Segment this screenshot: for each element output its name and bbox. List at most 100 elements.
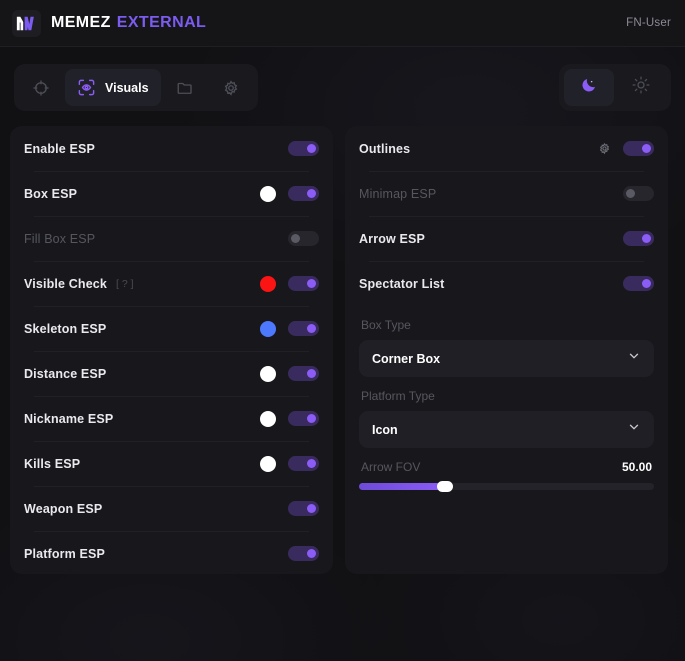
row-controls xyxy=(260,275,319,292)
theme-light-button[interactable] xyxy=(616,69,666,106)
setting-label: Skeleton ESP xyxy=(24,321,107,336)
eye-scan-icon xyxy=(77,78,96,97)
row-controls xyxy=(598,141,654,156)
box-type-label: Box Type xyxy=(361,318,411,332)
row-controls xyxy=(288,141,319,156)
setting-label: Minimap ESP xyxy=(359,186,437,201)
toggle-knob xyxy=(307,459,316,468)
toggle-knob xyxy=(642,279,651,288)
toggle-switch[interactable] xyxy=(288,276,319,291)
setting-label: Nickname ESP xyxy=(24,411,114,426)
visuals-right-panel: Outlines Minimap ESP Arrow ESP Spectator Li… xyxy=(345,126,668,574)
row-controls xyxy=(623,231,654,246)
platform-type-label: Platform Type xyxy=(361,389,435,403)
toggle-switch[interactable] xyxy=(288,231,319,246)
app-header: MEMEZ EXTERNAL FN-User xyxy=(0,0,685,47)
setting-row: Spectator List xyxy=(359,261,654,306)
setting-row: Fill Box ESP xyxy=(24,216,319,261)
toggle-switch[interactable] xyxy=(623,141,654,156)
setting-label: Spectator List xyxy=(359,276,445,291)
arrow-fov-fill xyxy=(359,483,445,490)
toggle-switch[interactable] xyxy=(288,141,319,156)
crosshair-icon xyxy=(32,79,50,97)
tab-visuals-label: Visuals xyxy=(105,80,149,95)
toggle-switch[interactable] xyxy=(288,186,319,201)
row-controls xyxy=(260,320,319,337)
toggle-switch[interactable] xyxy=(623,276,654,291)
box-type-value: Corner Box xyxy=(372,351,441,366)
row-controls xyxy=(288,546,319,561)
platform-type-select[interactable]: Icon xyxy=(359,411,654,448)
setting-label: Kills ESP xyxy=(24,456,81,471)
gear-icon xyxy=(222,79,240,97)
arrow-fov-value: 50.00 xyxy=(621,460,652,474)
toggle-knob xyxy=(626,189,635,198)
box-type-select[interactable]: Corner Box xyxy=(359,340,654,377)
setting-row: Minimap ESP xyxy=(359,171,654,216)
folder-icon xyxy=(176,79,194,97)
setting-label: Box ESP xyxy=(24,186,78,201)
color-swatch[interactable] xyxy=(260,185,276,202)
setting-label: Outlines xyxy=(359,141,411,156)
toggle-switch[interactable] xyxy=(623,186,654,201)
row-controls xyxy=(623,186,654,201)
row-controls xyxy=(260,410,319,427)
moon-icon xyxy=(580,76,598,99)
arrow-fov-slider[interactable] xyxy=(359,481,654,492)
tab-visuals[interactable]: Visuals xyxy=(65,69,161,106)
gear-icon[interactable] xyxy=(598,142,611,155)
toggle-knob xyxy=(307,504,316,513)
color-swatch[interactable] xyxy=(260,410,276,427)
setting-row: Arrow ESP xyxy=(359,216,654,261)
toggle-knob xyxy=(307,144,316,153)
setting-row: Skeleton ESP xyxy=(24,306,319,351)
setting-label: Visible Check xyxy=(24,276,108,291)
setting-row: Box ESP xyxy=(24,171,319,216)
main-tabs: Visuals xyxy=(14,64,258,111)
row-controls xyxy=(288,501,319,516)
color-swatch[interactable] xyxy=(260,320,276,337)
setting-label: Weapon ESP xyxy=(24,501,103,516)
color-swatch[interactable] xyxy=(260,275,276,292)
tab-settings[interactable] xyxy=(209,69,253,106)
toggle-knob xyxy=(307,324,316,333)
theme-dark-button[interactable] xyxy=(564,69,614,106)
toggle-switch[interactable] xyxy=(288,366,319,381)
toggle-switch[interactable] xyxy=(288,501,319,516)
row-controls xyxy=(260,365,319,382)
toggle-knob xyxy=(642,234,651,243)
brand-first: MEMEZ xyxy=(51,14,111,31)
tab-configs[interactable] xyxy=(163,69,207,106)
toggle-knob xyxy=(307,369,316,378)
setting-label: Arrow ESP xyxy=(359,231,425,246)
toggle-switch[interactable] xyxy=(288,321,319,336)
color-swatch[interactable] xyxy=(260,365,276,382)
arrow-fov-field: Arrow FOV 50.00 xyxy=(359,448,654,492)
setting-label: Enable ESP xyxy=(24,141,95,156)
help-hint[interactable]: [ ? ] xyxy=(116,277,134,290)
setting-label: Distance ESP xyxy=(24,366,107,381)
toggle-knob xyxy=(307,414,316,423)
setting-row: Weapon ESP xyxy=(24,486,319,531)
setting-row: Outlines xyxy=(359,126,654,171)
setting-row: Distance ESP xyxy=(24,351,319,396)
chevron-down-icon xyxy=(627,420,641,439)
toggle-knob xyxy=(307,189,316,198)
toggle-switch[interactable] xyxy=(288,411,319,426)
color-swatch[interactable] xyxy=(260,455,276,472)
brand-title: MEMEZ EXTERNAL xyxy=(51,14,206,32)
platform-type-value: Icon xyxy=(372,422,398,437)
toggle-knob xyxy=(642,144,651,153)
user-label[interactable]: FN-User xyxy=(626,17,671,29)
toggle-switch[interactable] xyxy=(288,546,319,561)
arrow-fov-thumb[interactable] xyxy=(436,481,453,492)
chevron-down-icon xyxy=(627,349,641,368)
visuals-left-panel: Enable ESP Box ESP Fill Box ESP Visible Che… xyxy=(10,126,333,574)
tab-aimbot[interactable] xyxy=(19,69,63,106)
setting-row: Platform ESP xyxy=(24,531,319,576)
sun-icon xyxy=(632,76,650,99)
toggle-switch[interactable] xyxy=(623,231,654,246)
box-type-field: Box Type Corner Box xyxy=(359,306,654,377)
toggle-switch[interactable] xyxy=(288,456,319,471)
